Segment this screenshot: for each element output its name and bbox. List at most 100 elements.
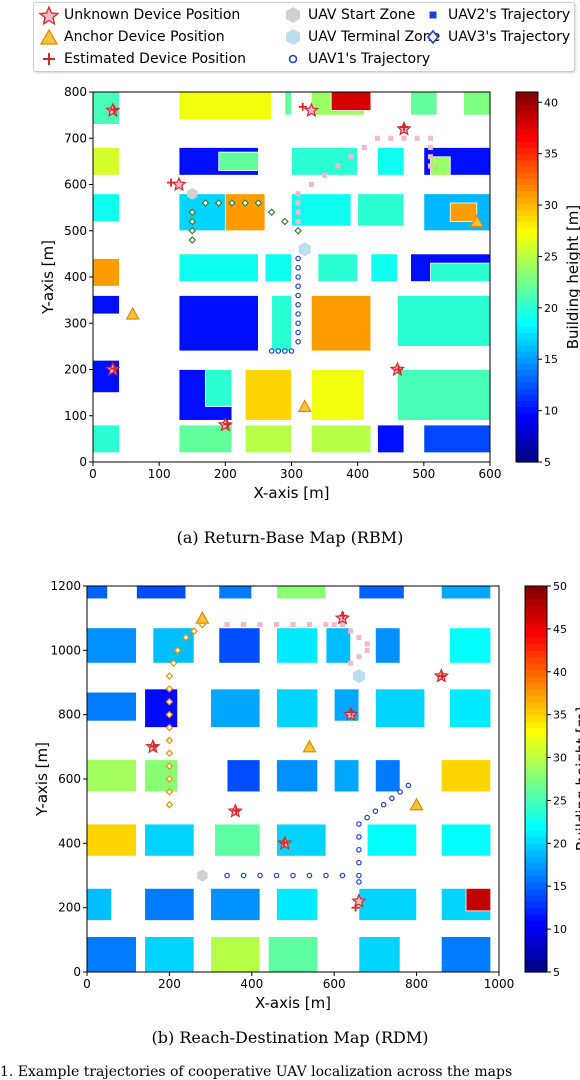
colorbar-segment	[516, 363, 538, 371]
uav1-trajectory-point	[356, 879, 362, 885]
x-tick-label: 500	[412, 467, 435, 481]
building-block	[92, 147, 120, 176]
y-tick-label: 800	[64, 85, 87, 99]
building-block	[310, 424, 372, 454]
building-block	[144, 759, 179, 793]
colorbar-segment	[525, 592, 547, 600]
uav1-trajectory-point	[372, 808, 379, 814]
colorbar-segment	[525, 695, 547, 703]
uav3-trajectory-point	[165, 685, 174, 693]
star-marker-icon	[38, 5, 60, 25]
uav2-trajectory-point	[427, 163, 433, 169]
x-tick-label: 400	[346, 467, 369, 481]
colorbar-segment	[525, 843, 547, 851]
colorbar-segment	[516, 431, 538, 438]
caption-b: (b) Reach-Destination Map (RDM)	[151, 1028, 429, 1047]
building-block	[92, 359, 120, 394]
building-block	[333, 688, 360, 722]
y-tick-label: 600	[58, 772, 81, 786]
building-block	[86, 691, 137, 722]
colorbar-tick-label: 40	[553, 666, 567, 679]
uav3-trajectory-point	[165, 697, 174, 706]
uav1-trajectory-point	[224, 872, 230, 879]
colorbar-segment	[516, 252, 538, 260]
y-tick-label: 800	[58, 708, 81, 722]
uav2-trajectory-point	[306, 622, 312, 628]
building-block	[92, 295, 120, 315]
chart-rdm: 0 200 400 600 800 1000 0 200 400 600 800 1000 1200 X-…	[33, 579, 580, 1012]
building-block	[440, 936, 492, 973]
colorbar-segment	[516, 190, 538, 198]
building-block	[92, 258, 120, 287]
estimated-device-marker	[279, 838, 288, 847]
colorbar-segment	[516, 104, 538, 112]
colorbar-segment	[525, 849, 547, 857]
plus-marker-icon	[43, 53, 55, 65]
uav1-trajectory-point	[273, 872, 280, 879]
legend-label-uav3: UAV3's Trajectory	[448, 29, 571, 45]
colorbar-segment	[525, 598, 547, 606]
colorbar-segment	[525, 766, 547, 774]
colorbar-segment	[525, 798, 547, 806]
colorbar-segment	[525, 804, 547, 812]
colorbar-segment	[516, 196, 538, 204]
building-block	[396, 295, 491, 347]
estimated-device-marker	[149, 742, 158, 751]
uav1-trajectory-point	[295, 283, 301, 290]
y-tick-label: 400	[58, 836, 81, 850]
uav3-trajectory-point	[294, 226, 302, 235]
legend-item-uav1: UAV1's Trajectory	[282, 49, 430, 69]
colorbar-segment	[516, 449, 538, 457]
uav2-trajectory-point	[427, 135, 433, 141]
building-block	[440, 585, 492, 600]
colorbar-segment	[525, 753, 547, 761]
estimated-device-marker	[223, 420, 232, 429]
uav3-trajectory-point	[188, 208, 197, 217]
colorbar-label: Building height [m]	[564, 205, 580, 350]
x-tick-label: 600	[479, 467, 502, 481]
colorbar-segment	[516, 264, 538, 272]
colorbar-segment	[525, 779, 547, 787]
uav3-trajectory-point	[281, 217, 289, 226]
building-block	[370, 253, 398, 283]
building-block	[333, 759, 360, 793]
building-block	[218, 151, 259, 172]
colorbar-segment	[516, 351, 538, 358]
colorbar-segment	[525, 830, 547, 838]
colorbar-segment	[516, 455, 538, 463]
uav2-trajectory-point	[322, 172, 328, 178]
building-block	[374, 688, 426, 728]
building-block	[358, 887, 418, 921]
y-axis-label: Y-axis [m]	[39, 240, 57, 315]
building-block	[310, 369, 365, 421]
building-block	[244, 369, 292, 421]
uav1-trajectory-point	[356, 859, 362, 866]
colorbar-segment	[516, 172, 538, 179]
colorbar-tick-label: 40	[544, 96, 558, 109]
estimated-device-marker	[399, 123, 408, 132]
colorbar-segment	[516, 400, 538, 408]
building-block	[465, 887, 492, 912]
uav1-trajectory-point	[397, 789, 403, 795]
uav2-trajectory-point	[427, 145, 433, 150]
y-tick-label: 700	[64, 131, 87, 145]
building-block	[144, 936, 195, 973]
colorbar-segment	[516, 240, 538, 247]
uav1-trajectory-point	[364, 814, 370, 821]
uav2-trajectory-point	[323, 622, 329, 628]
uav3-trajectory-point	[165, 788, 174, 796]
colorbar-segment	[525, 688, 547, 696]
building-block	[144, 688, 179, 728]
x-tick-label: 1000	[484, 977, 515, 991]
uav1-trajectory-point	[240, 872, 247, 879]
colorbar-segment	[516, 184, 538, 192]
uav3-trajectory-point	[190, 627, 198, 635]
uav2-trajectory-point	[364, 647, 370, 653]
colorbar-tick-label: 30	[544, 199, 558, 212]
building-block	[374, 627, 401, 664]
building-block	[374, 759, 401, 793]
y-tick-label: 200	[64, 363, 87, 377]
building-block	[178, 295, 259, 352]
uav2-trajectory-point	[295, 219, 301, 224]
colorbar-segment	[516, 307, 538, 315]
